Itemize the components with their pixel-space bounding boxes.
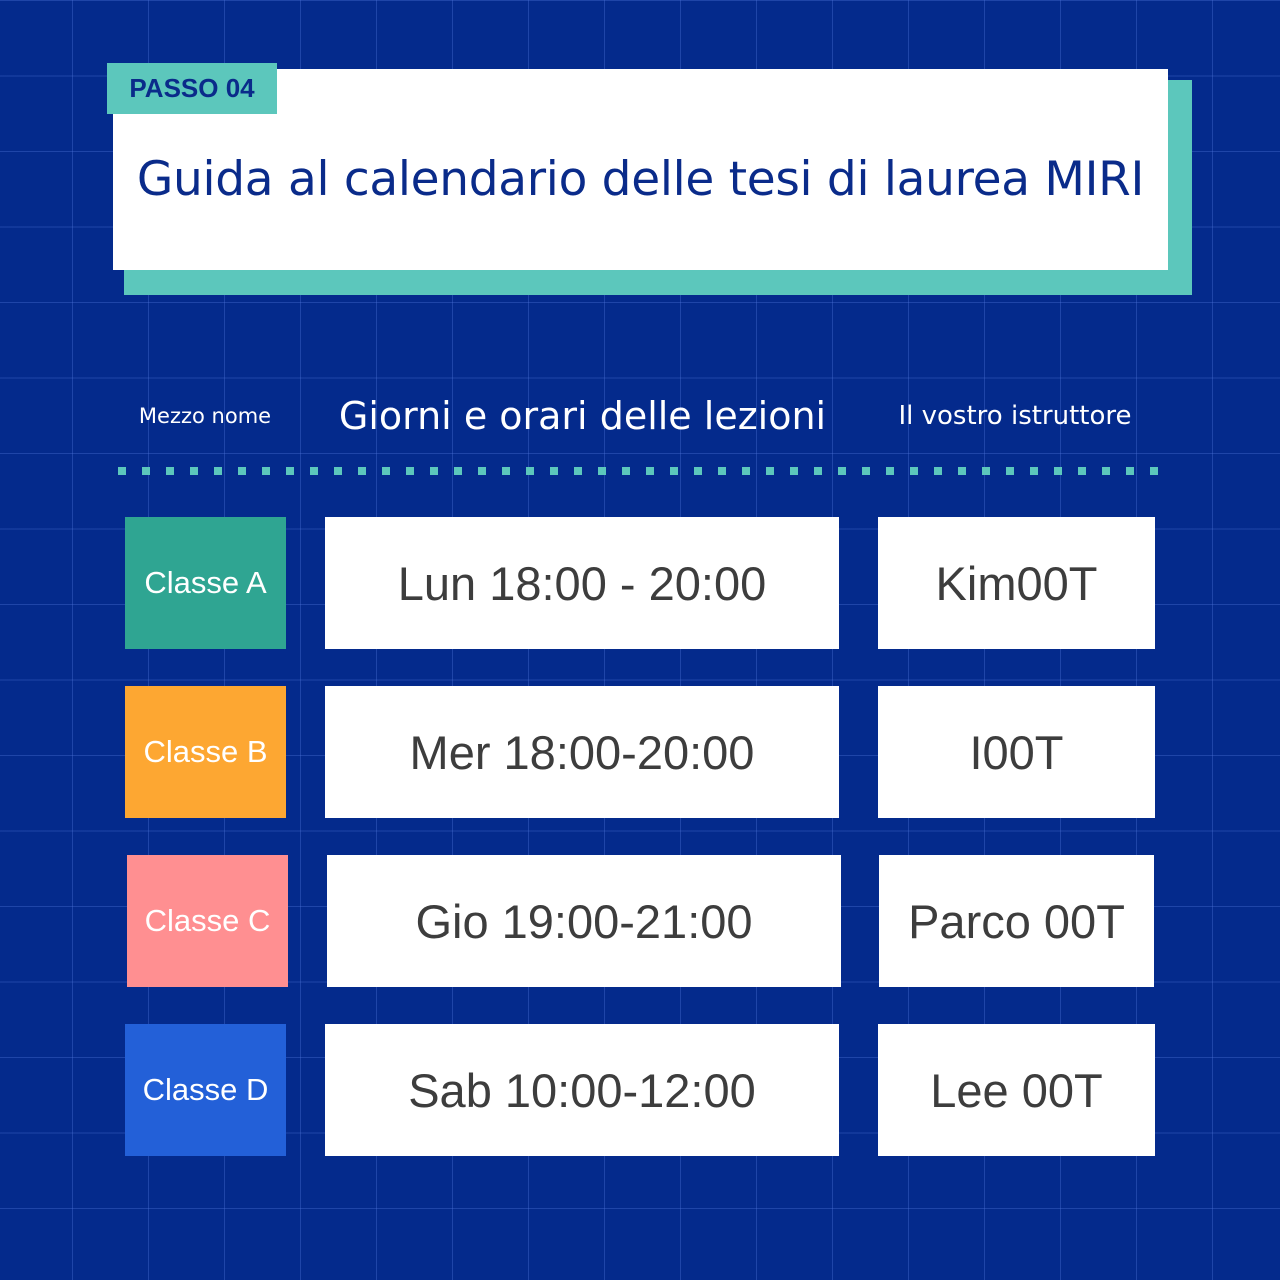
instructor-cell-c: Parco 00T [879,855,1154,987]
instructor-cell-a: Kim00T [878,517,1155,649]
schedule-cell-a: Lun 18:00 - 20:00 [325,517,839,649]
header-instructor: Il vostro istruttore [898,401,1132,431]
header-schedule: Giorni e orari delle lezioni [338,394,827,438]
title-card: Guida al calendario delle tesi di laurea… [113,69,1168,270]
class-label-b: Classe B [125,686,286,818]
dotted-divider [118,467,1163,475]
step-tag: PASSO 04 [107,63,277,114]
schedule-cell-b: Mer 18:00-20:00 [325,686,839,818]
schedule-cell-d: Sab 10:00-12:00 [325,1024,839,1156]
class-label-c: Classe C [127,855,288,987]
page-title: Guida al calendario delle tesi di laurea… [136,152,1145,207]
instructor-cell-d: Lee 00T [878,1024,1155,1156]
class-label-a: Classe A [125,517,286,649]
instructor-cell-b: I00T [878,686,1155,818]
class-label-d: Classe D [125,1024,286,1156]
header-name: Mezzo nome [138,404,272,428]
schedule-cell-c: Gio 19:00-21:00 [327,855,841,987]
